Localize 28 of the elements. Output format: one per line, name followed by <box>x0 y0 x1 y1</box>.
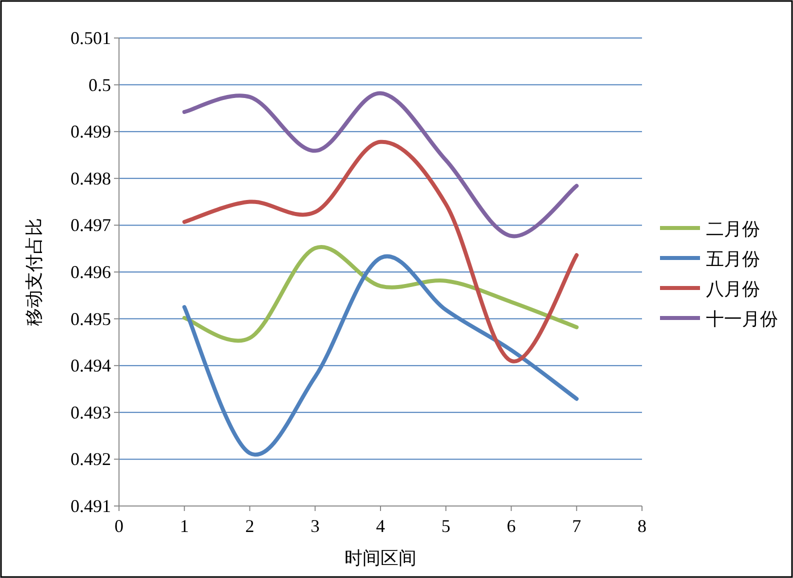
x-tick-label: 6 <box>506 516 516 536</box>
line-series <box>182 91 579 238</box>
x-tick-label: 7 <box>572 516 582 536</box>
x-tick-label: 0 <box>114 516 124 536</box>
x-tick-label: 5 <box>441 516 450 536</box>
y-tick-label: 0.499 <box>70 122 111 142</box>
line-series <box>182 140 579 363</box>
y-tick-label: 0.493 <box>70 402 111 422</box>
y-tick-label: 0.497 <box>70 215 111 236</box>
y-tick-label: 0.5 <box>88 74 111 95</box>
x-tick-label: 4 <box>376 516 385 536</box>
legend-label: 五月份 <box>706 249 760 269</box>
x-tick-label: 8 <box>638 516 646 536</box>
y-tick-label: 0.495 <box>70 308 111 329</box>
y-tick-label: 0.498 <box>70 168 111 188</box>
x-tick-label: 3 <box>310 516 320 536</box>
y-tick-label: 0.494 <box>70 356 111 376</box>
x-axis-title: 时间区间 <box>344 548 416 568</box>
legend-label: 十一月份 <box>706 309 778 329</box>
y-tick-label: 0.491 <box>70 496 111 516</box>
legend-label: 二月份 <box>706 219 760 239</box>
x-tick-label: 1 <box>180 516 189 536</box>
y-axis-title: 移动支付占比 <box>24 218 44 326</box>
legend-label: 八月份 <box>706 279 760 299</box>
y-tick-label: 0.501 <box>70 28 111 48</box>
x-tick-label: 2 <box>245 516 254 536</box>
y-tick-label: 0.492 <box>70 449 111 470</box>
y-tick-label: 0.496 <box>70 262 111 282</box>
